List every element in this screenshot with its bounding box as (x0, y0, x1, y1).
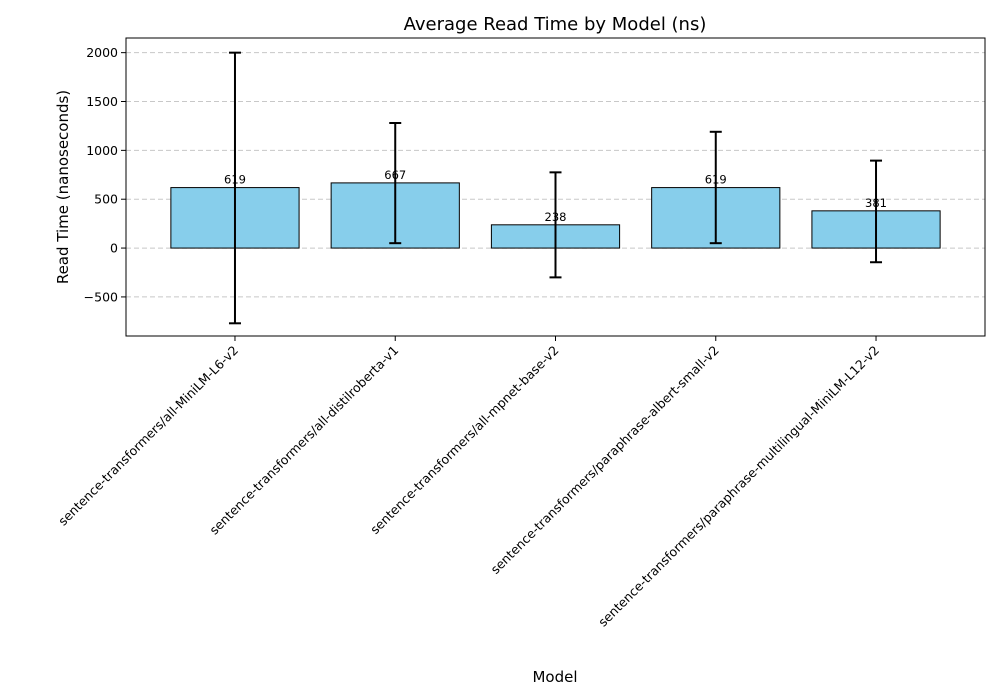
chart-title: Average Read Time by Model (ns) (404, 14, 707, 35)
data-label: 619 (705, 173, 727, 187)
data-label: 667 (384, 168, 406, 182)
data-labels: 619 667 238 619 381 (224, 168, 887, 224)
y-tick-label: 1500 (86, 94, 118, 109)
y-tick-label: 0 (110, 241, 118, 256)
error-bars (228, 51, 883, 325)
y-tick-label: 1000 (86, 143, 118, 158)
y-axis: −500 0 500 1000 1500 2000 (84, 45, 126, 304)
data-label: 381 (865, 196, 887, 210)
y-tick-label: 500 (94, 192, 118, 207)
x-tick-label: sentence-transformers/all-MiniLM-L6-v2 (55, 343, 241, 529)
x-axis-label: Model (532, 668, 577, 686)
data-label: 619 (224, 173, 246, 187)
y-axis-label: Read Time (nanoseconds) (54, 90, 72, 284)
bars (170, 182, 941, 249)
y-tick-label: 2000 (86, 45, 118, 60)
x-tick-label: sentence-transformers/all-distilroberta-… (206, 343, 401, 538)
x-tick-label: sentence-transformers/paraphrase-multili… (595, 343, 882, 630)
x-tick-label: sentence-transformers/all-mpnet-base-v2 (367, 343, 562, 538)
data-label: 238 (545, 210, 567, 224)
x-axis: sentence-transformers/all-MiniLM-L6-v2se… (55, 336, 882, 630)
y-tick-label: −500 (84, 289, 118, 304)
